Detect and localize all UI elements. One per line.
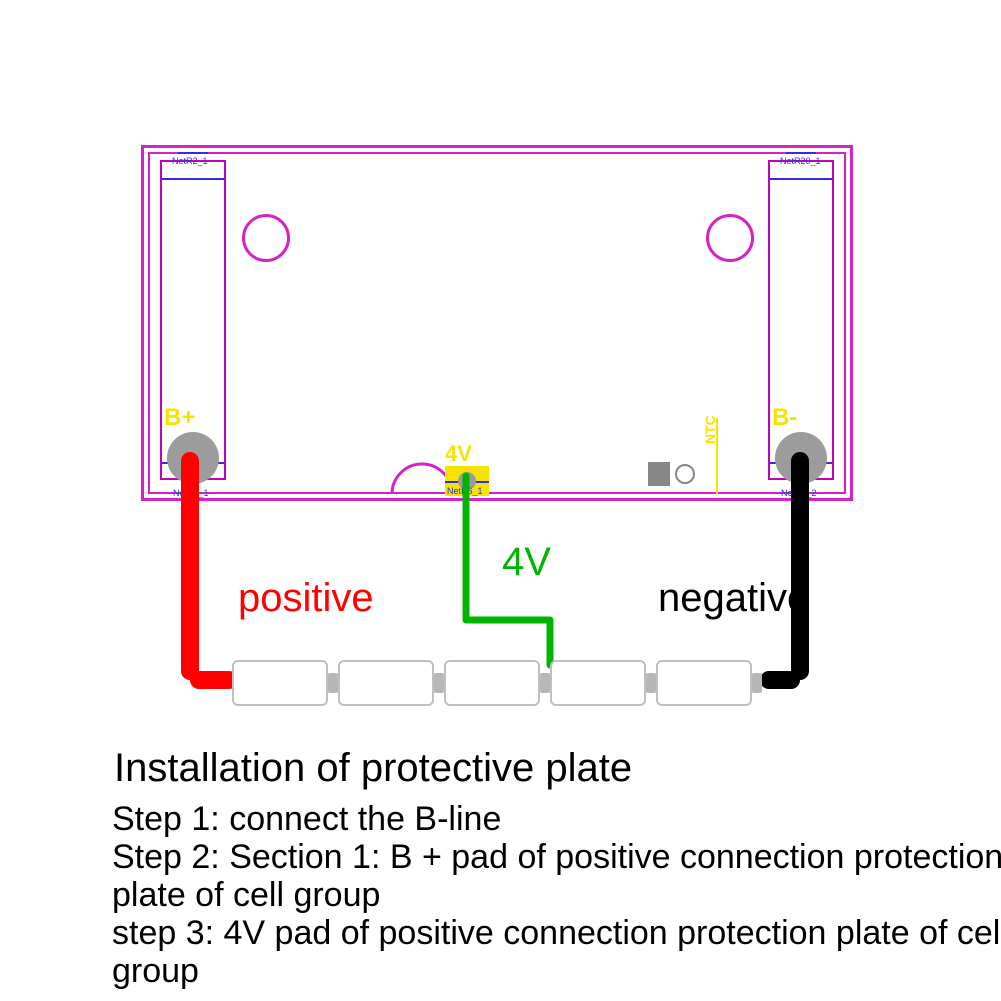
label-4v: 4V: [502, 540, 551, 585]
caption-title: Installation of protective plate: [114, 746, 632, 791]
label-positive: positive: [238, 576, 374, 621]
battery-tip: [328, 673, 338, 693]
battery-cell: [550, 660, 646, 706]
battery-cell: [232, 660, 328, 706]
battery-cell: [444, 660, 540, 706]
caption-step: plate of cell group: [112, 876, 380, 915]
battery-tip: [646, 673, 656, 693]
caption-step: group: [112, 952, 199, 991]
battery-cell: [338, 660, 434, 706]
caption-step: Step 1: connect the B-line: [112, 800, 501, 839]
label-negative: negative: [658, 576, 809, 621]
battery-cell: [656, 660, 752, 706]
battery-tip: [752, 673, 762, 693]
diagram-stage: NetR2_1 NetR20_1 NetR8_1 NetR8_2 B+ B- 4…: [0, 0, 1001, 1001]
wire-negative-h: [760, 671, 800, 689]
caption-step: step 3: 4V pad of positive connection pr…: [112, 914, 1001, 953]
caption-step: Step 2: Section 1: B + pad of positive c…: [112, 838, 1001, 877]
battery-tip: [434, 673, 444, 693]
wire-negative-v: [791, 452, 809, 680]
battery-tip: [540, 673, 550, 693]
